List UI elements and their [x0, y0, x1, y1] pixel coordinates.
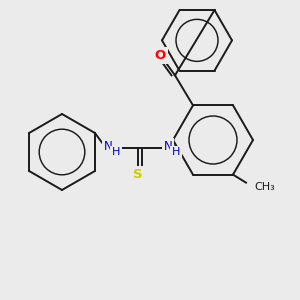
Text: CH₃: CH₃ — [254, 182, 275, 192]
Text: N: N — [103, 140, 112, 152]
Text: N: N — [164, 140, 172, 152]
Text: S: S — [133, 169, 143, 182]
Text: H: H — [112, 147, 120, 157]
Text: H: H — [172, 147, 180, 157]
Text: O: O — [154, 49, 166, 62]
